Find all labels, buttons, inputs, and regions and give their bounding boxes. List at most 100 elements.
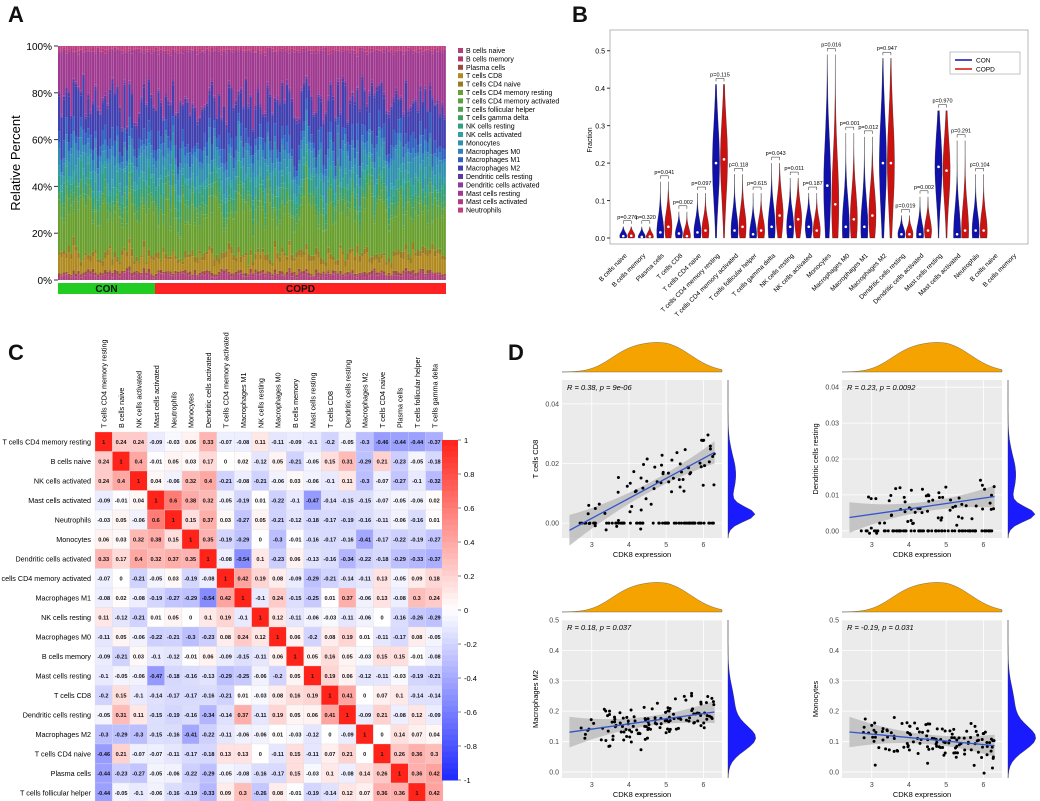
d-point [646,717,650,721]
a-bar-segment [433,48,437,51]
a-bar-segment [89,116,92,136]
c-cell-value: -0.03 [254,693,267,699]
a-bar-segment [237,270,240,274]
d-point [976,738,980,742]
a-bar-segment [147,208,151,250]
a-bar-segment [121,196,124,204]
c-cell-value: 0.13 [237,752,248,758]
c-cell-value: -0.11 [97,635,109,641]
a-bar-segment [324,229,328,231]
a-bar-segment [278,203,281,209]
a-bar-segment [276,275,279,277]
a-bar-segment [186,275,189,277]
a-bar-segment [327,271,330,274]
a-bar-segment [336,158,340,163]
a-bar-segment [67,92,70,97]
a-bar-segment [300,193,303,198]
a-bar-segment [150,153,153,175]
a-bar-segment [242,276,245,280]
c-cell [199,607,217,628]
a-bar-segment [361,163,364,171]
a-bar-segment [382,252,386,256]
a-bar-segment [249,208,252,211]
c-cell-value: 0.19 [255,576,266,582]
a-bar-segment [300,249,303,258]
d-point [672,712,676,716]
d-point [661,470,665,474]
a-bar-segment [152,150,155,159]
a-bar-segment [268,141,272,151]
a-bar-segment [378,199,381,258]
a-bar-segment [247,276,250,280]
a-bar-segment [210,276,214,278]
b-category-label: Dendritic cells resting [858,252,907,301]
b-category-label: T cells follicular helper [708,252,759,303]
a-bar-segment [201,202,204,212]
c-cell-value: -0.21 [167,635,180,641]
a-bar-segment [390,188,393,200]
a-bar-segment [358,262,361,273]
a-bar-segment [218,46,221,50]
c-colorbar-label: 0.4 [464,538,474,547]
c-cell-value: 0.07 [324,752,335,758]
a-bar-segment [152,256,155,261]
a-bar-segment [317,150,320,156]
a-bar-segment [249,199,252,209]
d-point [667,709,671,713]
a-bar-segment [252,173,255,201]
d-point [885,728,889,732]
c-cell [129,470,148,491]
a-bar-segment [84,206,87,253]
c-cell [390,743,409,764]
a-bar-segment [397,50,400,97]
b-ytick-label: 0.5 [595,49,605,56]
c-cell-value: 0 [328,732,331,738]
c-cell [303,685,322,706]
a-bar-segment [305,165,308,178]
a-bar-segment [319,211,323,215]
d-point [940,529,944,533]
a-bar-segment [273,209,277,242]
a-bar-segment [341,276,345,280]
a-bar-segment [65,134,68,143]
a-bar-segment [104,251,107,259]
a-bar-segment [373,49,376,51]
a-bar-segment [72,170,75,184]
a-bar-segment [203,147,206,152]
c-cell-value: 1 [346,713,349,719]
a-bar-segment [135,122,138,126]
a-bar-segment [237,160,240,177]
a-bar-segment [404,267,408,271]
a-bar-segment [125,271,129,280]
a-bar-segment [395,270,398,274]
d-point [653,721,657,725]
a-bar-segment [380,253,383,259]
d-point [599,738,603,742]
a-bar-segment [58,254,61,274]
a-bar-segment [259,201,262,255]
c-cell-value: -0.33 [411,557,424,563]
a-bar-segment [159,259,163,262]
a-bar-segment [431,171,434,186]
c-cell [286,490,304,511]
a-bar-segment [155,161,158,169]
a-bar-segment [116,274,119,276]
a-bar-segment [244,143,248,151]
a-bar-segment [339,186,342,194]
a-bar-segment [213,194,216,197]
a-bar-segment [111,258,114,266]
a-legend-swatch [458,190,463,196]
a-bar-segment [218,148,221,157]
a-bar-segment [419,255,422,269]
d-point [588,521,592,525]
c-col-label: NK cells resting [256,378,265,428]
a-bar-segment [310,276,313,280]
c-cell-value: -0.01 [411,654,424,660]
c-colorbar-segment [442,457,458,464]
a-bar-segment [196,275,199,277]
d-point [626,719,630,723]
a-bar-segment [101,51,104,98]
a-bar-segment [363,143,366,151]
c-cell [216,626,235,647]
a-bar-segment [334,46,337,49]
